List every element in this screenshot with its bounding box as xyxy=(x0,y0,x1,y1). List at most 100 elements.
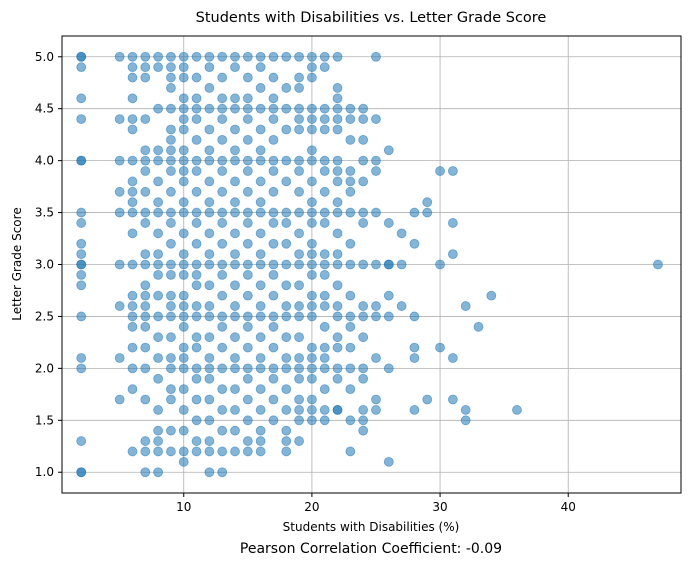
scatter-point xyxy=(255,228,266,239)
scatter-point xyxy=(166,384,176,395)
scatter-point xyxy=(255,436,266,446)
scatter-point xyxy=(191,311,202,322)
scatter-point xyxy=(153,103,164,114)
scatter-point xyxy=(166,269,176,280)
scatter-point xyxy=(178,155,189,166)
scatter-point xyxy=(307,269,317,280)
scatter-point xyxy=(307,238,317,249)
scatter-point xyxy=(76,353,87,363)
scatter-point xyxy=(178,207,189,218)
scatter-point xyxy=(127,228,138,239)
scatter-point xyxy=(307,145,317,156)
scatter-point xyxy=(166,145,176,156)
scatter-point xyxy=(332,207,343,218)
x-tick-label: 10 xyxy=(176,500,191,514)
scatter-point xyxy=(255,124,266,135)
scatter-point xyxy=(166,51,176,62)
scatter-point xyxy=(242,72,253,83)
scatter-point xyxy=(76,249,87,260)
scatter-point xyxy=(281,405,292,415)
scatter-point xyxy=(127,62,138,73)
scatter-point xyxy=(217,51,228,62)
scatter-point xyxy=(127,290,138,301)
scatter-point xyxy=(140,62,151,73)
scatter-point xyxy=(242,166,253,176)
scatter-point xyxy=(409,353,420,363)
scatter-point xyxy=(268,72,279,83)
scatter-point xyxy=(217,103,228,114)
scatter-point xyxy=(447,166,458,176)
scatter-point xyxy=(140,145,151,156)
x-axis-label: Students with Disabilities (%) xyxy=(283,520,460,534)
scatter-point xyxy=(319,363,330,374)
scatter-point xyxy=(127,176,138,187)
scatter-point xyxy=(114,51,125,62)
scatter-point xyxy=(127,311,138,322)
scatter-point xyxy=(204,62,215,73)
scatter-point xyxy=(307,197,317,208)
scatter-point xyxy=(76,259,87,270)
scatter-point xyxy=(371,114,381,124)
scatter-point xyxy=(242,93,253,104)
scatter-point xyxy=(319,415,330,426)
scatter-point xyxy=(191,114,202,124)
scatter-point xyxy=(166,425,176,436)
scatter-point xyxy=(217,446,228,457)
scatter-point xyxy=(319,353,330,363)
scatter-point xyxy=(319,103,330,114)
scatter-point xyxy=(332,228,343,239)
scatter-point xyxy=(307,155,317,166)
scatter-point xyxy=(281,301,292,311)
scatter-point xyxy=(294,114,304,124)
scatter-point xyxy=(422,207,433,218)
scatter-point xyxy=(242,134,253,145)
scatter-point xyxy=(127,446,138,457)
scatter-point xyxy=(242,446,253,457)
scatter-point xyxy=(307,51,317,62)
scatter-point xyxy=(191,269,202,280)
scatter-point xyxy=(345,114,356,124)
scatter-point xyxy=(127,51,138,62)
scatter-point xyxy=(178,301,189,311)
scatter-point xyxy=(166,83,176,93)
scatter-point xyxy=(191,415,202,426)
scatter-point xyxy=(178,145,189,156)
scatter-point xyxy=(153,197,164,208)
scatter-point xyxy=(140,114,151,124)
scatter-point xyxy=(178,363,189,374)
x-tick-label: 40 xyxy=(561,500,576,514)
scatter-point xyxy=(294,436,304,446)
scatter-point xyxy=(166,134,176,145)
scatter-point xyxy=(242,238,253,249)
scatter-point xyxy=(383,363,394,374)
scatter-point xyxy=(230,197,240,208)
scatter-point xyxy=(166,103,176,114)
scatter-point xyxy=(255,405,266,415)
scatter-point xyxy=(204,467,215,478)
scatter-point xyxy=(268,51,279,62)
scatter-point xyxy=(255,103,266,114)
scatter-point xyxy=(166,62,176,73)
scatter-point xyxy=(294,405,304,415)
scatter-point xyxy=(191,166,202,176)
scatter-point xyxy=(178,51,189,62)
scatter-point xyxy=(217,207,228,218)
scatter-point xyxy=(358,114,369,124)
scatter-point xyxy=(204,353,215,363)
scatter-point xyxy=(294,363,304,374)
scatter-point xyxy=(371,301,381,311)
scatter-point xyxy=(268,321,279,332)
scatter-point xyxy=(460,405,471,415)
scatter-point xyxy=(191,446,202,457)
scatter-point xyxy=(307,124,317,135)
scatter-point xyxy=(191,332,202,343)
scatter-point xyxy=(191,363,202,374)
scatter-point xyxy=(230,228,240,239)
scatter-point xyxy=(242,415,253,426)
scatter-point xyxy=(178,249,189,260)
scatter-point xyxy=(268,155,279,166)
scatter-point xyxy=(307,394,317,405)
scatter-point xyxy=(268,373,279,384)
scatter-point xyxy=(332,93,343,104)
